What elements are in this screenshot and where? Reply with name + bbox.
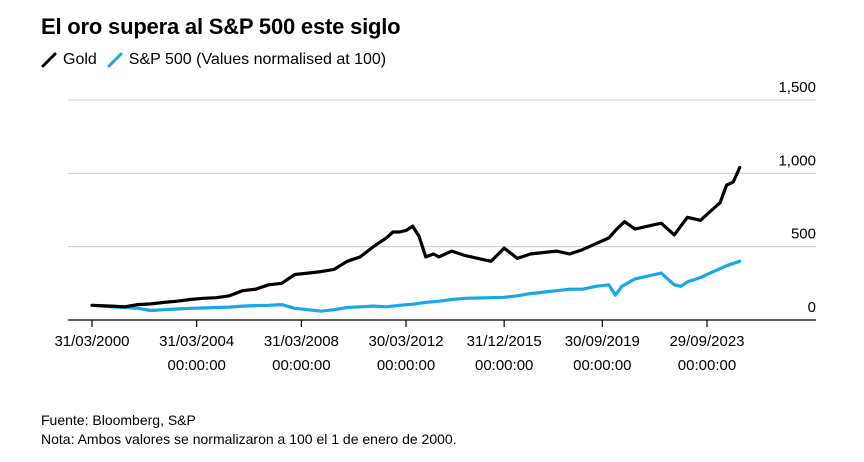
x-tick-label: 29/09/2023 [669, 333, 744, 350]
y-tick-label: 1,000 [778, 152, 816, 169]
x-tick-label: 00:00:00 [272, 357, 330, 374]
footnote: Nota: Ambos valores se normalizaron a 10… [41, 431, 457, 447]
x-tick-label: 30/03/2012 [369, 333, 444, 350]
y-tick-label: 0 [808, 299, 816, 316]
legend: Gold S&P 500 (Values normalised at 100) [41, 51, 396, 69]
legend-label-sp500: S&P 500 (Values normalised at 100) [128, 51, 387, 68]
x-tick-label: 31/03/2000 [54, 333, 129, 350]
chart-title: El oro supera al S&P 500 este siglo [41, 14, 401, 39]
series-line-gold [90, 165, 742, 309]
y-tick-label: 1,500 [778, 79, 816, 96]
x-tick-label: 31/03/2008 [264, 333, 339, 350]
x-tick-label: 00:00:00 [678, 357, 736, 374]
legend-swatch-gold [41, 52, 57, 68]
x-tick-label: 00:00:00 [475, 357, 533, 374]
legend-swatch-sp500 [107, 52, 123, 68]
x-tick-label: 31/03/2004 [159, 333, 234, 350]
legend-label-gold: Gold [63, 51, 97, 68]
x-tick-label: 00:00:00 [573, 357, 631, 374]
series-line-sp500 [90, 259, 742, 313]
x-tick-label: 00:00:00 [167, 357, 225, 374]
x-tick-label: 00:00:00 [377, 357, 435, 374]
y-tick-label: 500 [791, 226, 816, 243]
source-note: Fuente: Bloomberg, S&P [41, 412, 196, 428]
legend-item-sp500: S&P 500 (Values normalised at 100) [107, 51, 386, 69]
x-tick-label: 30/09/2019 [565, 333, 640, 350]
legend-item-gold: Gold [41, 51, 97, 69]
x-tick-label: 31/12/2015 [467, 333, 542, 350]
